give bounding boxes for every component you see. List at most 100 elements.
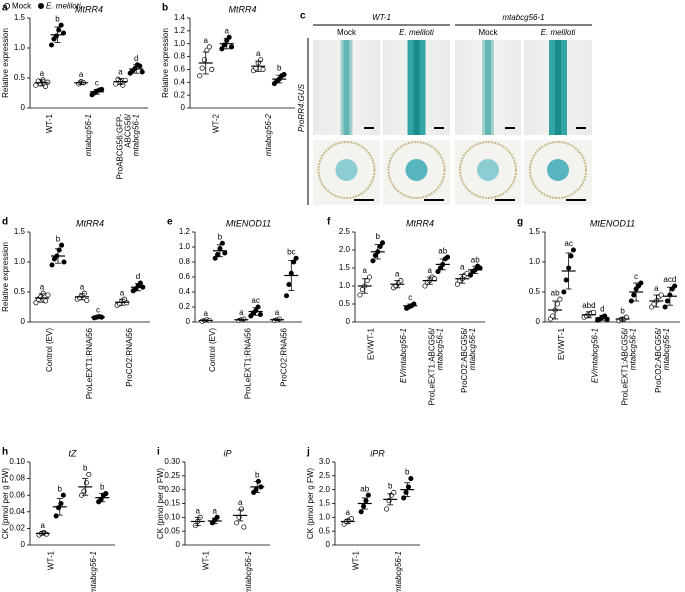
data-point [33, 82, 39, 88]
data-point [664, 298, 671, 304]
y-tick-label: 0 [536, 317, 541, 326]
panel-letter: i [157, 447, 160, 458]
y-tick-label: 0.6 [174, 65, 186, 74]
data-point [81, 290, 87, 296]
significance-letter: a [460, 263, 465, 272]
x-tick-label: ProCO2:RNAi56 [125, 327, 134, 386]
root-core [485, 40, 491, 135]
y-axis-label: Relative expression [1, 242, 10, 312]
significance-letter: ab [438, 246, 447, 255]
y-tick-label: 0.8 [174, 52, 186, 61]
data-point [234, 520, 240, 526]
y-tick-label: 0.08 [9, 474, 25, 483]
x-tick-label: mtabcg56-1 [394, 551, 403, 592]
data-point [58, 22, 64, 28]
panel-letter: c [300, 11, 306, 22]
significance-letter: b [255, 470, 260, 479]
x-tick-label: ProLeEXT1:RNAi56 [85, 327, 94, 399]
data-point [365, 492, 371, 498]
data-point [638, 280, 644, 286]
y-axis-label: Relative expression [1, 28, 10, 98]
x-tick-label: mtabcg56-1 [89, 551, 98, 592]
x-tick-label: WT-1 [201, 550, 210, 570]
significance-letter: a [225, 26, 230, 35]
significance-letter: c [408, 293, 412, 302]
significance-letter: a [428, 266, 433, 275]
panel-letter: d [2, 217, 8, 228]
data-point [206, 44, 212, 50]
panel-letter: g [517, 217, 523, 228]
x-tick-label: Control (EV) [45, 328, 54, 372]
data-point [257, 311, 263, 318]
column-label: E. meliloti [541, 28, 576, 37]
significance-letter: ab [551, 288, 560, 297]
y-tick-label: 0.05 [164, 526, 180, 535]
significance-letter: c [96, 306, 100, 315]
significance-letter: a [213, 506, 218, 515]
data-point [209, 66, 215, 72]
significance-letter: acd [663, 275, 676, 284]
y-tick-label: 0.4 [179, 287, 191, 296]
y-tick-label: 1.2 [174, 26, 186, 35]
y-tick-label: 2.5 [339, 227, 351, 236]
y-axis-label: CK (pmol per g FW) [306, 468, 315, 539]
y-tick-label: 0.5 [319, 526, 331, 535]
significance-letter: b [277, 64, 282, 73]
x-tick-label: mtabcg56-2 [264, 113, 273, 156]
significance-letter: a [204, 36, 209, 45]
y-tick-label: 0 [326, 540, 331, 549]
y-tick-label: 1.5 [14, 227, 26, 236]
significance-letter: c [634, 272, 638, 281]
x-tick-label: WT-1 [46, 550, 55, 570]
y-tick-label: 0.4 [174, 77, 186, 86]
significance-letter: a [654, 284, 659, 293]
significance-letter: bc [287, 247, 295, 256]
data-point [672, 283, 678, 289]
data-point [197, 73, 203, 79]
data-point [408, 476, 414, 482]
y-tick-label: 2.0 [319, 485, 331, 494]
significance-letter: a [238, 498, 243, 507]
y-tick-label: 0 [176, 540, 181, 549]
chart-title: iP [223, 448, 231, 458]
y-tick-label: 0 [21, 103, 26, 112]
data-point [454, 281, 461, 287]
data-point [370, 258, 376, 264]
x-tick-label: ProLeEXT1:ABCG56/ [427, 327, 436, 405]
data-point [283, 293, 290, 299]
data-point [137, 280, 143, 286]
significance-letter: a [203, 309, 208, 318]
data-point [43, 531, 49, 537]
y-tick-label: 1.0 [319, 512, 331, 521]
significance-letter: ac [251, 296, 259, 305]
significance-letter: a [196, 506, 201, 515]
data-point [139, 69, 145, 75]
y-tick-label: 2.5 [319, 471, 331, 480]
data-point [229, 44, 235, 50]
section-core [335, 159, 358, 181]
y-tick-label: 0.6 [179, 272, 191, 281]
significance-letter: a [120, 288, 125, 297]
significance-letter: b [56, 234, 61, 243]
significance-letter: d [136, 272, 140, 281]
root-core [413, 40, 420, 135]
significance-letter: a [363, 266, 368, 275]
x-tick-label: ProCO2:ABCG56/ [460, 327, 469, 393]
data-point [53, 513, 59, 519]
data-point [84, 297, 90, 303]
significance-letter: d [134, 54, 138, 63]
y-tick-label: 0.20 [164, 485, 180, 494]
chart-title: iPR [370, 448, 385, 458]
data-point [557, 296, 563, 302]
x-tick-label: WT-1 [45, 113, 54, 133]
data-point [422, 283, 428, 289]
data-point [281, 72, 287, 78]
data-point [45, 79, 51, 85]
data-point [48, 42, 55, 48]
data-point [358, 509, 364, 515]
data-point [631, 292, 637, 298]
significance-letter: a [275, 308, 280, 317]
significance-letter: ac [564, 239, 572, 248]
x-tick-label: mtabcg56-1 [84, 114, 93, 156]
y-tick-label: 0.5 [14, 287, 26, 296]
